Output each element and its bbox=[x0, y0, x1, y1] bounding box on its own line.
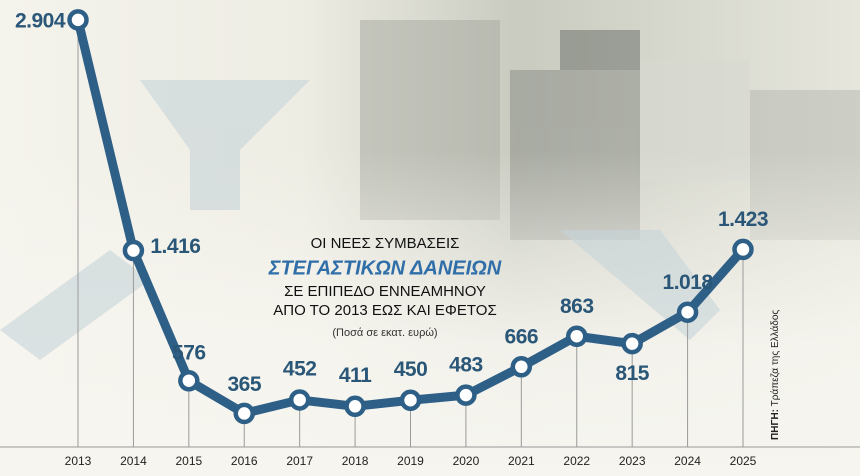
data-label: 1.416 bbox=[150, 235, 200, 258]
x-tick-label: 2025 bbox=[730, 454, 757, 468]
data-label: 576 bbox=[172, 341, 206, 364]
title-block: ΟΙ ΝΕΕΣ ΣΥΜΒΑΣΕΙΣ ΣΤΕΓΑΣΤΙΚΩΝ ΔΑΝΕΙΩΝ ΣΕ… bbox=[268, 235, 502, 339]
x-tick-label: 2021 bbox=[508, 454, 535, 468]
data-label: 483 bbox=[449, 354, 483, 377]
data-label: 365 bbox=[227, 373, 261, 396]
data-point bbox=[621, 332, 643, 355]
x-tick-label: 2020 bbox=[453, 454, 480, 468]
x-tick-label: 2013 bbox=[65, 454, 92, 468]
data-point bbox=[455, 384, 477, 406]
data-point bbox=[67, 9, 89, 31]
data-point bbox=[399, 389, 422, 411]
x-tick-label: 2017 bbox=[286, 454, 313, 468]
source: ΠΗΓΗ: Τράπεζα της Ελλάδος bbox=[769, 310, 781, 440]
data-label: 452 bbox=[283, 357, 317, 380]
data-point bbox=[122, 239, 145, 262]
x-tick-label: 2016 bbox=[231, 454, 258, 468]
data-point bbox=[732, 238, 754, 261]
title-line: ΟΙ ΝΕΕΣ ΣΥΜΒΑΣΕΙΣ bbox=[311, 235, 460, 252]
source-text: Τράπεζα της Ελλάδος bbox=[769, 310, 781, 407]
x-tick-label: 2019 bbox=[397, 454, 424, 468]
data-label: 450 bbox=[394, 358, 428, 381]
data-point bbox=[566, 325, 588, 347]
data-point bbox=[676, 301, 699, 323]
data-point bbox=[510, 356, 533, 378]
data-label: 1.423 bbox=[718, 208, 768, 231]
title-line: ΣΤΕΓΑΣΤΙΚΩΝ ΔΑΝΕΙΩΝ bbox=[268, 257, 502, 279]
x-tick-label: 2024 bbox=[674, 454, 701, 468]
data-point bbox=[288, 389, 311, 411]
x-tick-label: 2015 bbox=[175, 454, 202, 468]
data-label: 2.904 bbox=[15, 9, 66, 32]
title-line: ΣΕ ΕΠΙΠΕΔΟ ΕΝΝΕΑΜΗΝΟΥ bbox=[284, 283, 486, 300]
data-label: 666 bbox=[505, 325, 539, 348]
source-label: ΠΗΓΗ: bbox=[770, 409, 781, 440]
title-line: ΑΠΟ ΤΟ 2013 ΕΩΣ ΚΑΙ ΕΦΕΤΟΣ bbox=[273, 302, 496, 319]
data-label: 1.018 bbox=[663, 271, 714, 294]
data-label: 815 bbox=[615, 362, 649, 385]
x-tick-label: 2014 bbox=[120, 454, 147, 468]
subtitle: (Ποσά σε εκατ. ευρώ) bbox=[332, 327, 437, 339]
data-label: 411 bbox=[339, 364, 372, 387]
data-point bbox=[233, 402, 255, 425]
data-label: 863 bbox=[560, 295, 594, 318]
data-point bbox=[178, 369, 200, 392]
x-tick-label: 2018 bbox=[342, 454, 369, 468]
x-tick-label: 2023 bbox=[619, 454, 646, 468]
data-point bbox=[344, 395, 366, 418]
x-tick-label: 2022 bbox=[563, 454, 590, 468]
